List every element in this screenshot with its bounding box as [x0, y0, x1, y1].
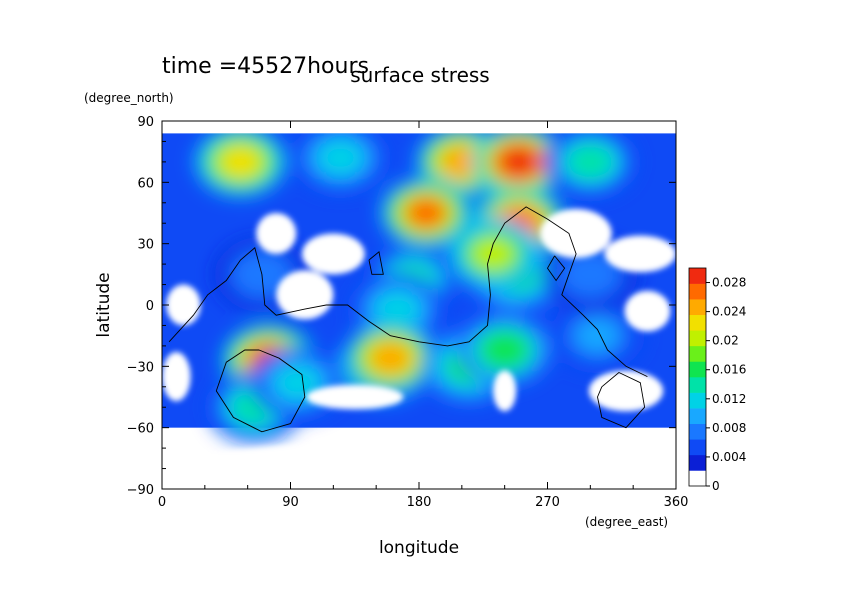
colorbar-swatch-2: [689, 439, 706, 456]
colorbar-tick-label-0: 0: [712, 479, 720, 493]
colorbar-swatch-10: [689, 314, 706, 331]
coastlines: [168, 206, 648, 433]
zero-region-5: [624, 290, 671, 332]
chart-subtitle: time =45527hours: [162, 54, 369, 79]
x-tick-label-3: 270: [535, 495, 560, 510]
zero-region-8: [162, 352, 191, 402]
x-axis-units: (degree_east): [585, 515, 668, 529]
field-blob-18-ring-3: [576, 319, 619, 353]
colorbar-swatch-11: [689, 299, 706, 316]
colorbar-swatch-6: [689, 377, 706, 393]
x-axis-label: longitude: [379, 538, 459, 558]
colorbar-swatch-9: [689, 330, 706, 347]
colorbar-tick-label-7: 0.028: [712, 276, 746, 290]
colorbar-swatch-4: [689, 408, 706, 425]
colorbar-tick-label-5: 0.02: [712, 334, 739, 348]
y-tick-label-6: −90: [127, 483, 154, 498]
zero-region-7: [306, 384, 404, 410]
y-tick-label-5: −60: [127, 422, 154, 437]
zero-region-1: [301, 233, 365, 275]
colorbar: 0 0.004 0.008 0.012 0.016 0.02 0.024 0.028: [688, 267, 746, 493]
zero-region-10: [493, 370, 517, 412]
colorbar-tick-label-6: 0.024: [712, 305, 746, 319]
field-blob-5-ring-3: [404, 196, 448, 230]
colorbar-tick-label-2: 0.008: [712, 421, 746, 435]
x-tick-label-1: 90: [282, 495, 299, 510]
zero-region-11: [204, 439, 676, 477]
field-blob-1-ring-3: [440, 145, 484, 179]
x-tick-label-2: 180: [407, 495, 432, 510]
zero-region-3: [540, 208, 612, 258]
field-blob-4-ring-3: [319, 141, 362, 175]
zero-region-6: [588, 370, 664, 412]
zero-region-9: [166, 284, 201, 326]
y-axis-units: (degree_north): [84, 91, 174, 105]
y-axis-label: latitude: [94, 272, 114, 337]
colorbar-frame: [688, 267, 707, 487]
y-tick-label-3: 0: [146, 299, 154, 314]
colorbar-tick-label-3: 0.012: [712, 392, 746, 406]
coastline-4: [546, 255, 566, 282]
field-blob-10-ring-3: [376, 292, 420, 326]
zero-region-0: [256, 213, 297, 254]
coastline-0: [168, 206, 648, 378]
field-blob-2-ring-3: [497, 145, 541, 179]
coastline-1: [215, 349, 306, 433]
colorbar-swatch-8: [689, 345, 706, 362]
field-blob-14-ring-3: [483, 333, 527, 367]
colorbar-swatch-5: [689, 392, 706, 409]
coastline-2: [597, 371, 646, 429]
x-tick-label-0: 0: [158, 495, 166, 510]
y-tick-label-2: 30: [137, 238, 154, 253]
field-blob-0-ring-3: [219, 145, 262, 179]
zero-region-2: [276, 270, 334, 320]
colorbar-swatch-0: [689, 470, 706, 487]
axes: 0 90 180 270 360 90 60 30 0 −30 −60 −90: [127, 115, 689, 510]
coastline-3: [368, 250, 384, 275]
colorbar-tick-label-1: 0.004: [712, 450, 746, 464]
colorbar-swatch-7: [689, 361, 706, 378]
colorbar-swatch-13: [689, 268, 706, 284]
field-blob-3-ring-3: [568, 145, 612, 179]
y-tick-label-1: 60: [137, 176, 154, 191]
field-blob-8-ring-3: [471, 237, 515, 271]
chart-title: surface stress: [350, 63, 489, 87]
colorbar-swatch-1: [689, 454, 706, 471]
field-blob-19-ring-3: [568, 257, 612, 291]
field-blob-12-ring-3: [368, 341, 412, 375]
colorbar-tick-label-4: 0.016: [712, 363, 746, 377]
colorbar-swatch-12: [689, 283, 706, 300]
field-blob-17-ring-3: [276, 366, 320, 400]
y-tick-label-4: −30: [127, 360, 154, 375]
x-tick-label-4: 360: [664, 495, 689, 510]
colorbar-swatch-3: [689, 423, 706, 440]
zero-region-4: [604, 235, 676, 273]
y-tick-label-0: 90: [137, 115, 154, 130]
